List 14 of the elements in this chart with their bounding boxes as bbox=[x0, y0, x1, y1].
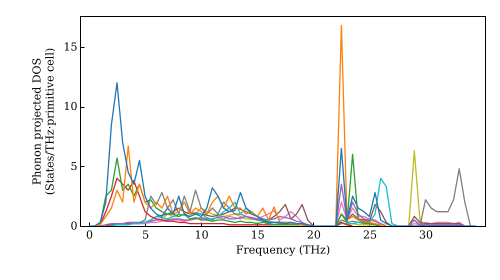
y-tick-label: 10 bbox=[64, 100, 78, 114]
x-tick-label: 30 bbox=[419, 228, 434, 242]
x-tick-label: 15 bbox=[250, 228, 265, 242]
y-tick-label: 15 bbox=[64, 40, 78, 54]
x-tick-label: 20 bbox=[306, 228, 321, 242]
line-series bbox=[88, 82, 477, 226]
x-tick-label: 0 bbox=[86, 228, 93, 242]
x-axis-title: Frequency (THz) bbox=[236, 244, 330, 256]
x-tick-label: 25 bbox=[362, 228, 377, 242]
x-tick-label: 5 bbox=[142, 228, 150, 242]
y-axis-title: Phonon projected DOS (States/THz·primitive cell) bbox=[30, 48, 57, 196]
y-tick-label: 0 bbox=[70, 220, 78, 232]
y-tick-label: 5 bbox=[70, 160, 78, 173]
x-tick-label: 10 bbox=[194, 228, 209, 242]
